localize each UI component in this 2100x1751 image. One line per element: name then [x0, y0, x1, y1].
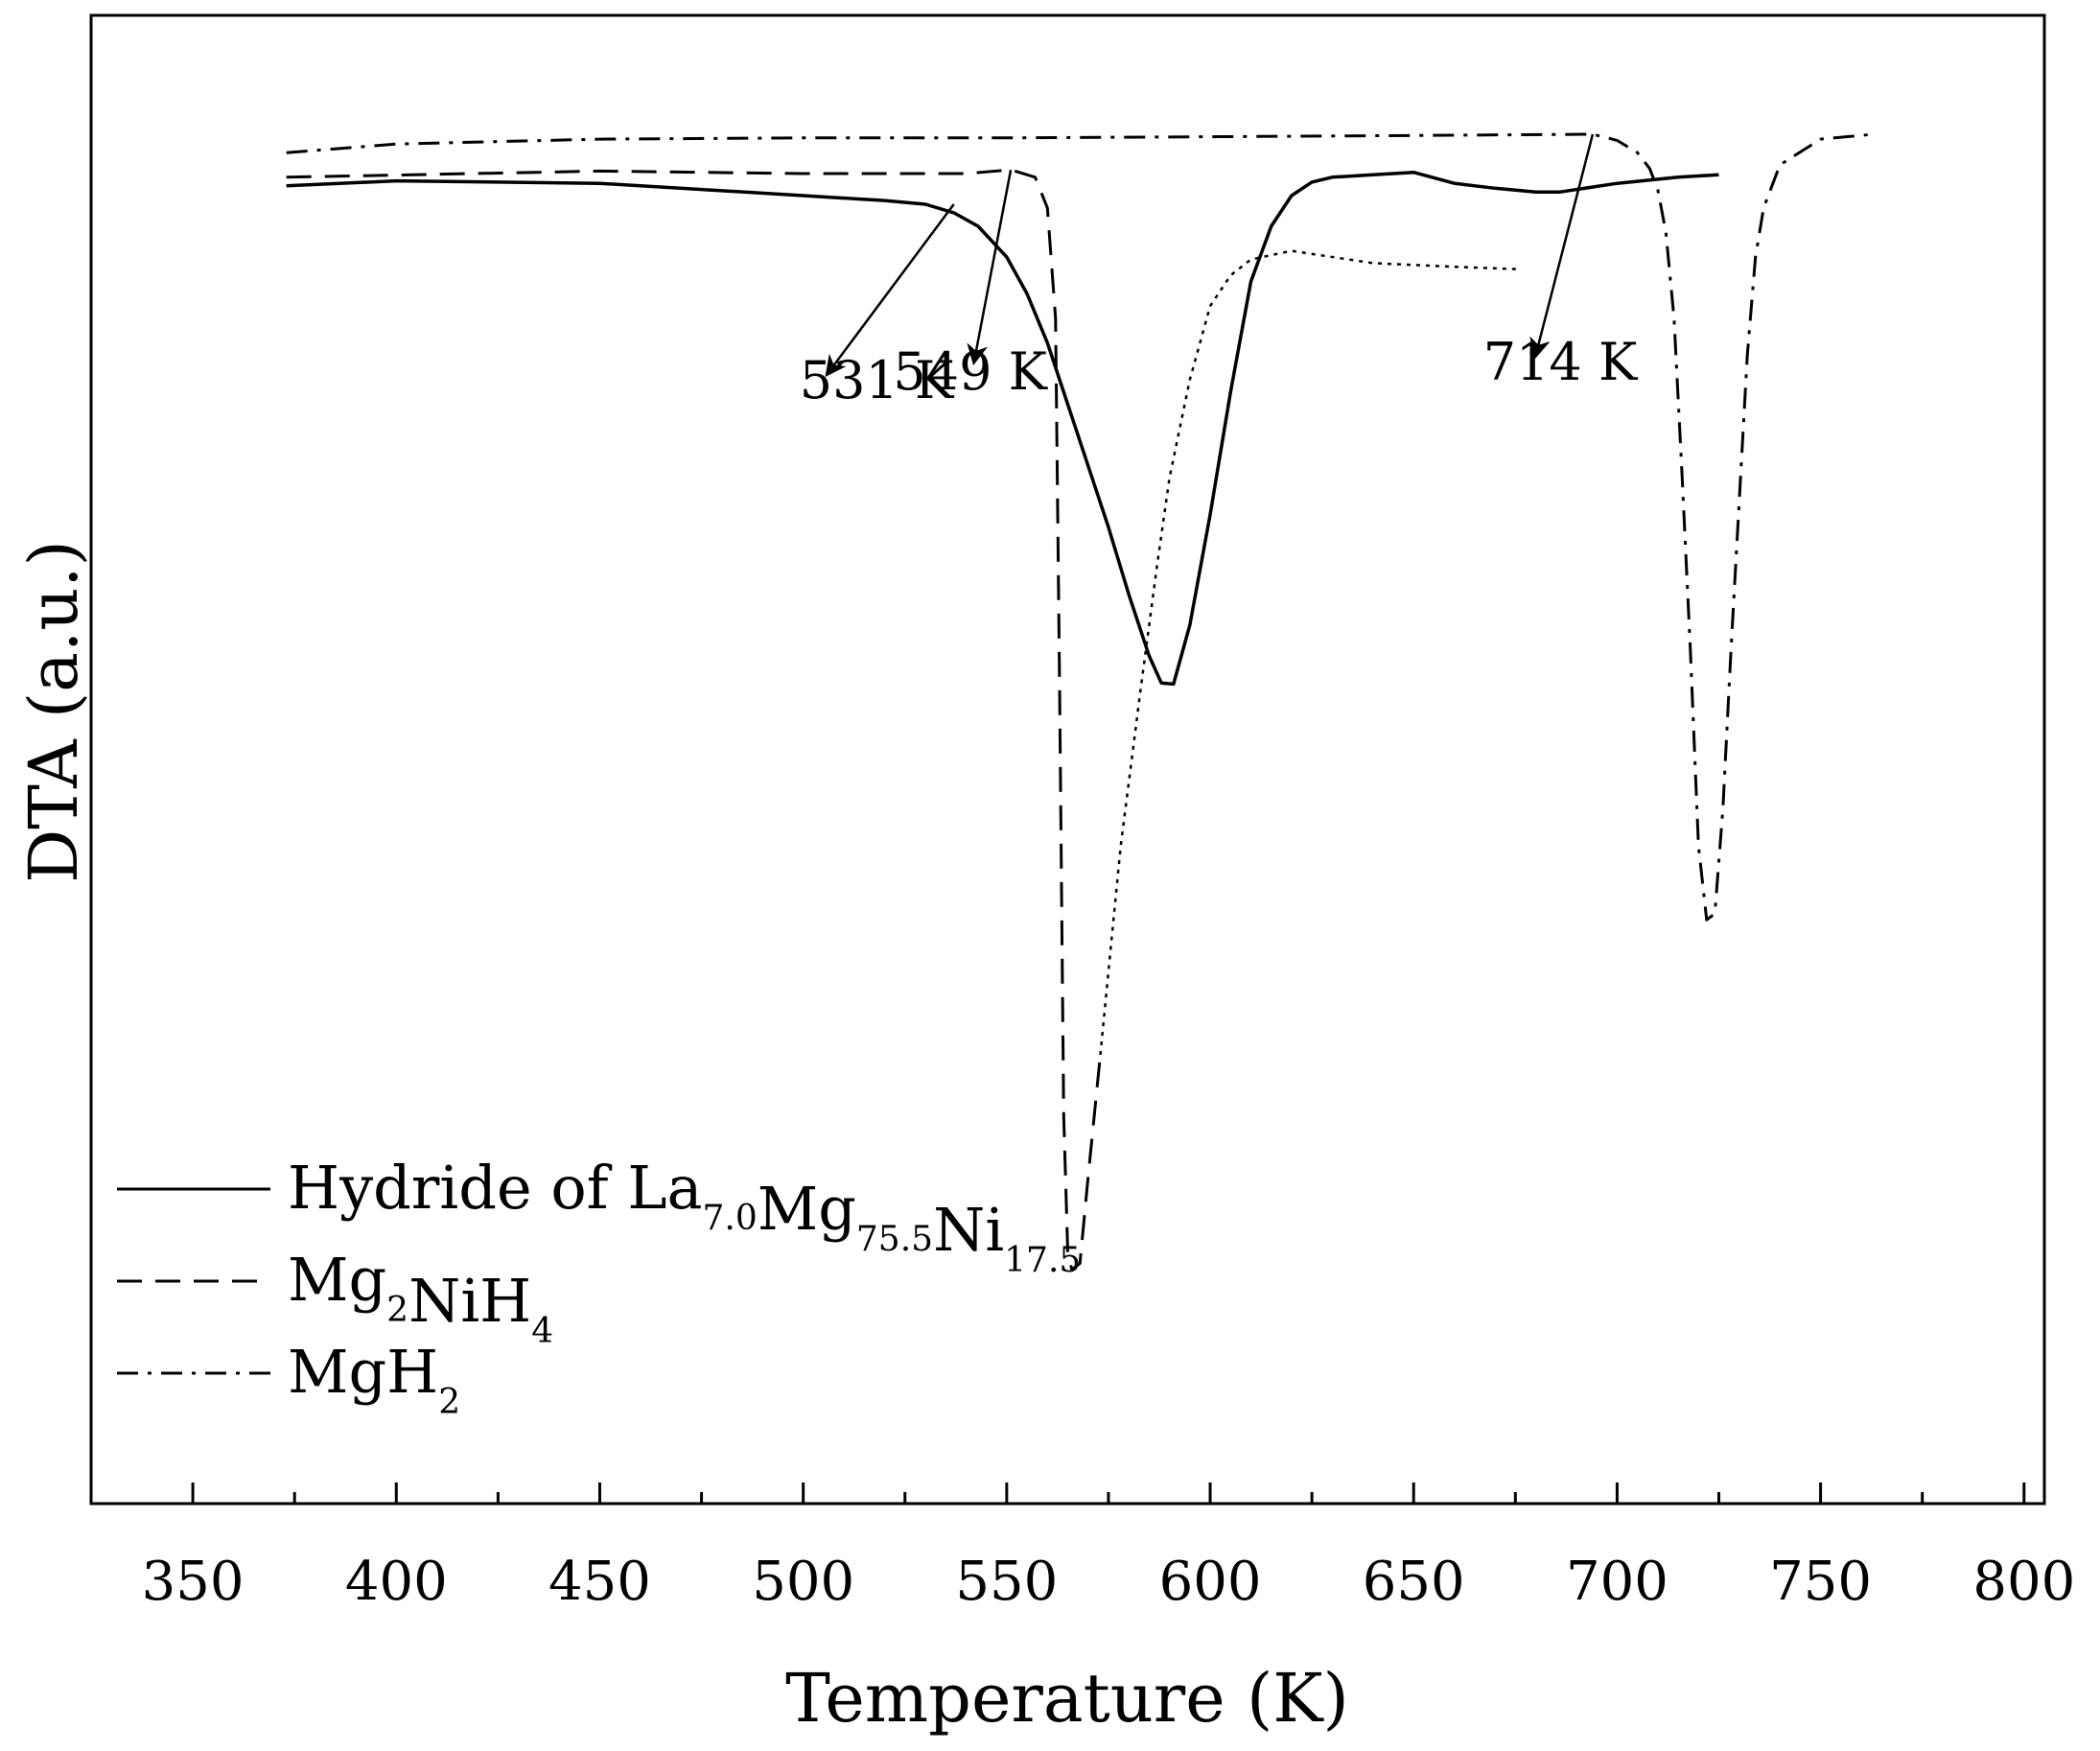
x-tick-label: 500	[752, 1551, 854, 1613]
x-tick-label: 450	[548, 1551, 651, 1613]
series-line	[1099, 249, 1520, 1056]
x-axis-label: Temperature (K)	[785, 1659, 1349, 1738]
annotation-arrow	[825, 203, 955, 378]
x-tick-label: 700	[1566, 1551, 1668, 1613]
annotation-arrow	[967, 169, 1013, 366]
legend-label: Hydride of La7.0Mg75.5Ni17.5	[288, 1153, 1081, 1280]
series-line	[286, 132, 1874, 922]
annotation-label: 549 K	[893, 341, 1048, 402]
y-axis-label: DTA (a.u.)	[14, 540, 93, 883]
x-axis-ticks: 350 400 450 500 550 600 650 700 750 800	[89, 1483, 2075, 1613]
legend-label: Mg2NiH4	[288, 1245, 553, 1351]
x-tick-label: 750	[1769, 1551, 1872, 1613]
series-line	[286, 168, 1102, 1272]
plot-frame	[89, 13, 2046, 1506]
x-tick-label: 800	[1972, 1551, 2075, 1613]
series-line	[286, 170, 1719, 687]
series-layer	[286, 132, 1874, 1272]
annotation-arrow	[1529, 133, 1595, 360]
legend-label: MgH2	[288, 1337, 460, 1422]
annotation-label: 531 K	[800, 350, 955, 410]
x-tick-label: 650	[1363, 1551, 1465, 1613]
x-tick-label: 350	[142, 1551, 245, 1613]
x-tick-label: 400	[345, 1551, 448, 1613]
annotation-label: 714 K	[1483, 332, 1639, 392]
x-tick-label: 550	[955, 1551, 1058, 1613]
x-tick-label: 600	[1159, 1551, 1262, 1613]
